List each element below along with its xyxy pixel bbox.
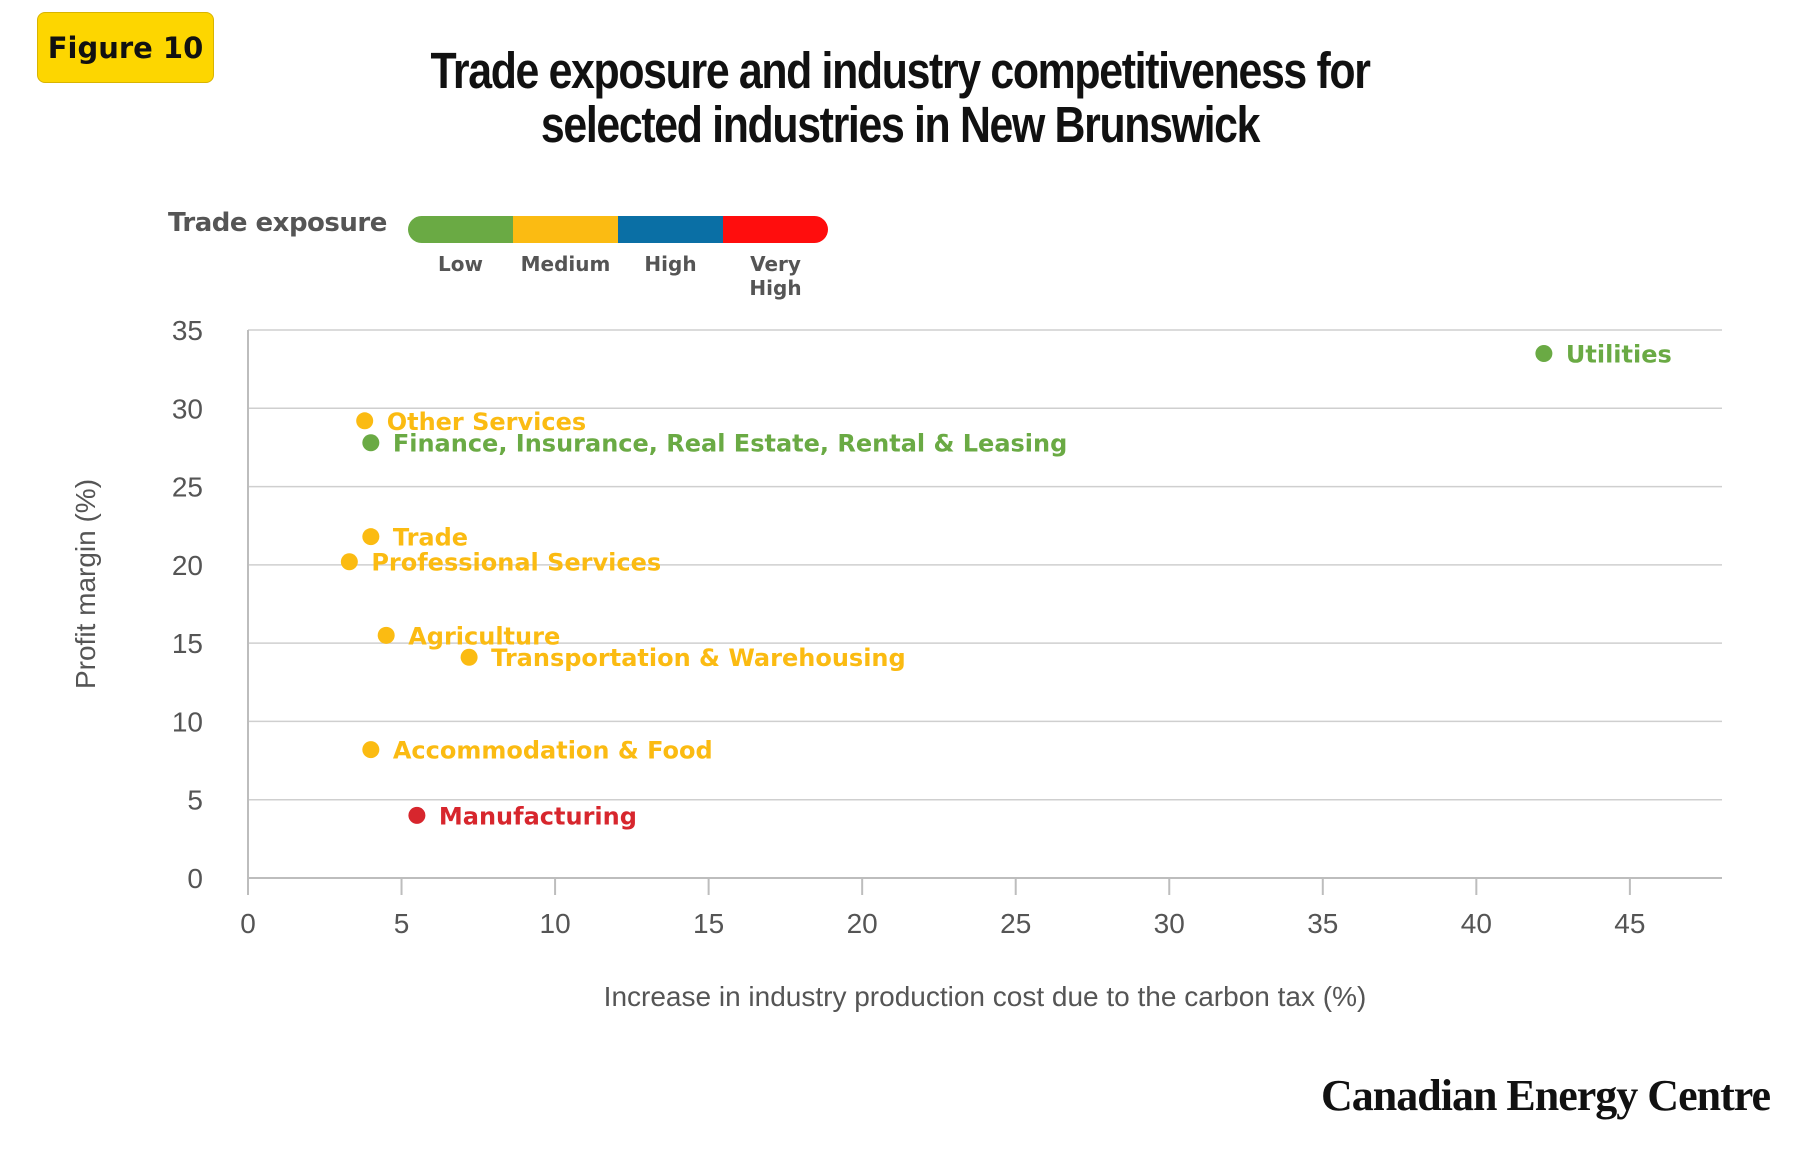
data-point [408, 806, 426, 824]
legend-label-very-high: Very High [749, 252, 802, 300]
chart-title-line-1: Trade exposure and industry competitiven… [430, 42, 1370, 99]
y-tick-label: 10 [172, 706, 203, 737]
data-point [460, 648, 478, 666]
x-tick-label: 30 [1154, 908, 1185, 939]
legend-swatch-very-high [723, 216, 828, 243]
data-point-label: Trade [393, 524, 468, 552]
y-tick-label: 5 [187, 785, 203, 816]
legend-swatch-high [618, 216, 723, 243]
data-point [377, 626, 395, 644]
figure-badge: Figure 10 [37, 12, 214, 83]
data-point-label: Agriculture [408, 622, 560, 650]
chart-title-line-2: selected industries in New Brunswick [540, 96, 1261, 153]
y-tick-label: 25 [172, 472, 203, 503]
data-point-label: Accommodation & Food [393, 737, 713, 765]
x-tick-label: 20 [847, 908, 878, 939]
legend-label-low: Low [438, 252, 483, 276]
data-point [340, 553, 358, 571]
x-tick-label: 10 [540, 908, 571, 939]
data-point-label: Other Services [387, 408, 586, 436]
x-tick-label: 0 [240, 908, 256, 939]
y-tick-label: 35 [172, 315, 203, 346]
data-point-label: Professional Services [371, 549, 661, 577]
data-point [362, 434, 380, 452]
legend-title: Trade exposure [168, 208, 387, 238]
x-tick-label: 45 [1614, 908, 1645, 939]
legend-swatch-medium [513, 216, 618, 243]
x-axis-title: Increase in industry production cost due… [604, 981, 1367, 1012]
y-tick-label: 30 [172, 393, 203, 424]
chart-title: Trade exposure and industry competitiven… [354, 44, 1446, 152]
x-tick-label: 5 [394, 908, 410, 939]
legend-swatch-low [408, 216, 513, 243]
data-point-label: Utilities [1566, 340, 1672, 368]
data-point [356, 412, 374, 430]
y-tick-label: 15 [172, 628, 203, 659]
brand-logo: Canadian Energy Centre [1321, 1071, 1771, 1120]
gridlines [248, 329, 1722, 801]
y-tick-label: 20 [172, 550, 203, 581]
data-point-label: Transportation & Warehousing [491, 644, 906, 672]
x-tick-label: 15 [693, 908, 724, 939]
data-point [362, 528, 380, 546]
data-point [1535, 344, 1553, 362]
axes: 0 5 10 15 20 25 30 35 0 5 10 15 20 25 30 35 40 45 [172, 315, 1722, 939]
data-point [362, 741, 380, 759]
x-tick-label: 35 [1307, 908, 1338, 939]
x-tick-label: 40 [1461, 908, 1492, 939]
data-point-label: Manufacturing [439, 802, 637, 830]
y-axis-title: Profit margin (%) [70, 479, 101, 689]
legend-color-bar [408, 216, 828, 243]
legend-label-high: High [644, 252, 697, 276]
data-point-label: Finance, Insurance, Real Estate, Rental … [393, 430, 1067, 458]
y-tick-label: 0 [187, 863, 203, 894]
legend-label-medium: Medium [520, 252, 611, 276]
x-tick-label: 25 [1000, 908, 1031, 939]
